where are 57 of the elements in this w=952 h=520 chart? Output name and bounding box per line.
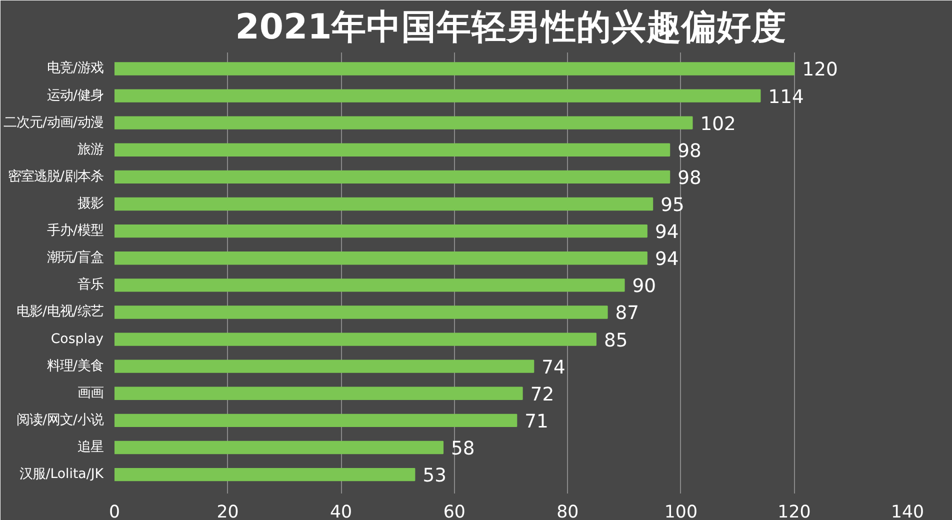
bar <box>114 143 670 156</box>
bar <box>114 116 693 130</box>
y-tick-label: 电竞/游戏 <box>47 61 104 76</box>
bar <box>114 62 795 76</box>
data-label: 98 <box>678 168 702 189</box>
bar <box>114 252 648 265</box>
bar <box>114 332 596 346</box>
data-label: 72 <box>530 384 554 406</box>
data-label: 102 <box>700 114 736 135</box>
data-label: 74 <box>542 357 566 378</box>
data-label: 87 <box>615 303 640 324</box>
y-tick-label: 音乐 <box>78 278 104 293</box>
data-label: 114 <box>768 86 804 108</box>
x-tick-label: 120 <box>778 502 811 520</box>
y-tick-label: 手办/模型 <box>47 224 104 239</box>
y-tick-label: 密室逃脱/剧本杀 <box>8 168 104 184</box>
y-tick-label: 运动/健身 <box>47 88 104 104</box>
y-tick-label: 料理/美食 <box>47 358 104 374</box>
data-label: 98 <box>678 140 702 162</box>
y-tick-label: Cosplay <box>50 332 104 347</box>
y-tick-label: 画画 <box>78 386 104 401</box>
chart-title: 2021年中国年轻男性的兴趣偏好度 <box>235 8 787 48</box>
y-tick-label: 潮玩/盲盒 <box>47 250 104 266</box>
data-label: 85 <box>604 330 628 352</box>
x-tick-label: 140 <box>890 502 924 520</box>
bar <box>114 440 444 454</box>
bar <box>114 414 518 428</box>
data-label: 95 <box>660 195 684 216</box>
data-label: 94 <box>654 222 679 244</box>
x-tick-label: 20 <box>216 502 239 520</box>
y-tick-label: 追星 <box>78 440 104 456</box>
y-tick-label: 阅读/网文/小说 <box>16 412 104 428</box>
y-tick-label: 二次元/动画/动漫 <box>4 115 104 130</box>
data-label: 90 <box>632 276 656 298</box>
x-tick-label: 100 <box>664 502 698 520</box>
x-tick-label: 0 <box>108 502 120 520</box>
bar <box>114 170 670 184</box>
x-tick-label: 80 <box>556 502 579 520</box>
y-tick-label: 汉服/Lolita/JK <box>20 467 105 482</box>
data-label: 71 <box>524 411 548 432</box>
data-label: 53 <box>422 466 446 487</box>
y-tick-label: 旅游 <box>78 142 104 158</box>
y-tick-label: 电影/电视/综艺 <box>16 304 104 320</box>
y-tick-label: 摄影 <box>78 196 104 212</box>
bar <box>114 197 654 211</box>
bar <box>114 224 648 238</box>
bar <box>114 306 608 319</box>
bar <box>114 468 416 482</box>
data-label: 58 <box>451 438 475 460</box>
bar <box>114 360 534 373</box>
bar <box>114 89 761 102</box>
x-tick-label: 60 <box>443 502 466 520</box>
bar <box>114 278 625 292</box>
bar <box>114 386 523 400</box>
x-tick-label: 40 <box>330 502 352 520</box>
data-label: 120 <box>802 60 838 81</box>
data-label: 94 <box>654 249 679 270</box>
